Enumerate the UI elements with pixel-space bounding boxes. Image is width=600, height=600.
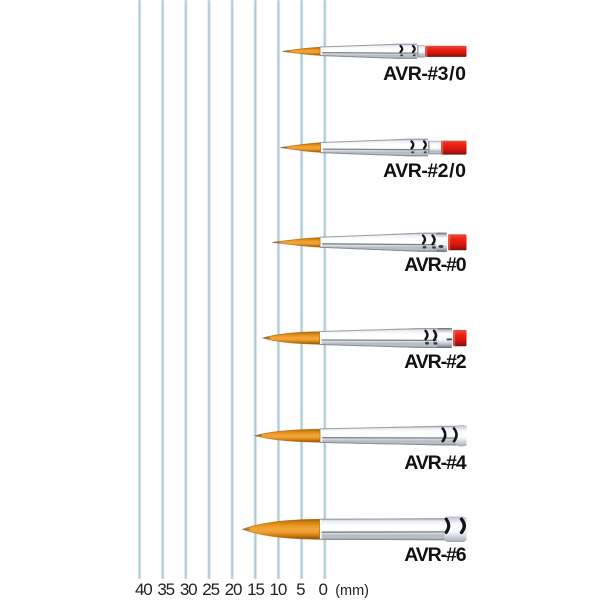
svg-text:15: 15: [247, 580, 264, 599]
svg-text:25: 25: [202, 580, 219, 599]
svg-text:AVR-#2/0: AVR-#2/0: [383, 160, 466, 182]
svg-text:AVR-#2: AVR-#2: [404, 351, 467, 373]
svg-text:5: 5: [296, 580, 305, 599]
svg-text:AVR-#0: AVR-#0: [404, 254, 467, 276]
svg-text:0: 0: [319, 580, 328, 599]
svg-text:20: 20: [225, 580, 242, 599]
svg-text:AVR-#3/0: AVR-#3/0: [383, 63, 466, 85]
svg-text:30: 30: [180, 580, 197, 599]
svg-text:35: 35: [157, 580, 174, 599]
svg-text:AVR-#6: AVR-#6: [404, 544, 467, 566]
svg-text:AVR-#4: AVR-#4: [404, 452, 467, 474]
svg-text:40: 40: [135, 580, 152, 599]
svg-text:10: 10: [270, 580, 287, 599]
svg-text:(mm): (mm): [335, 583, 369, 599]
